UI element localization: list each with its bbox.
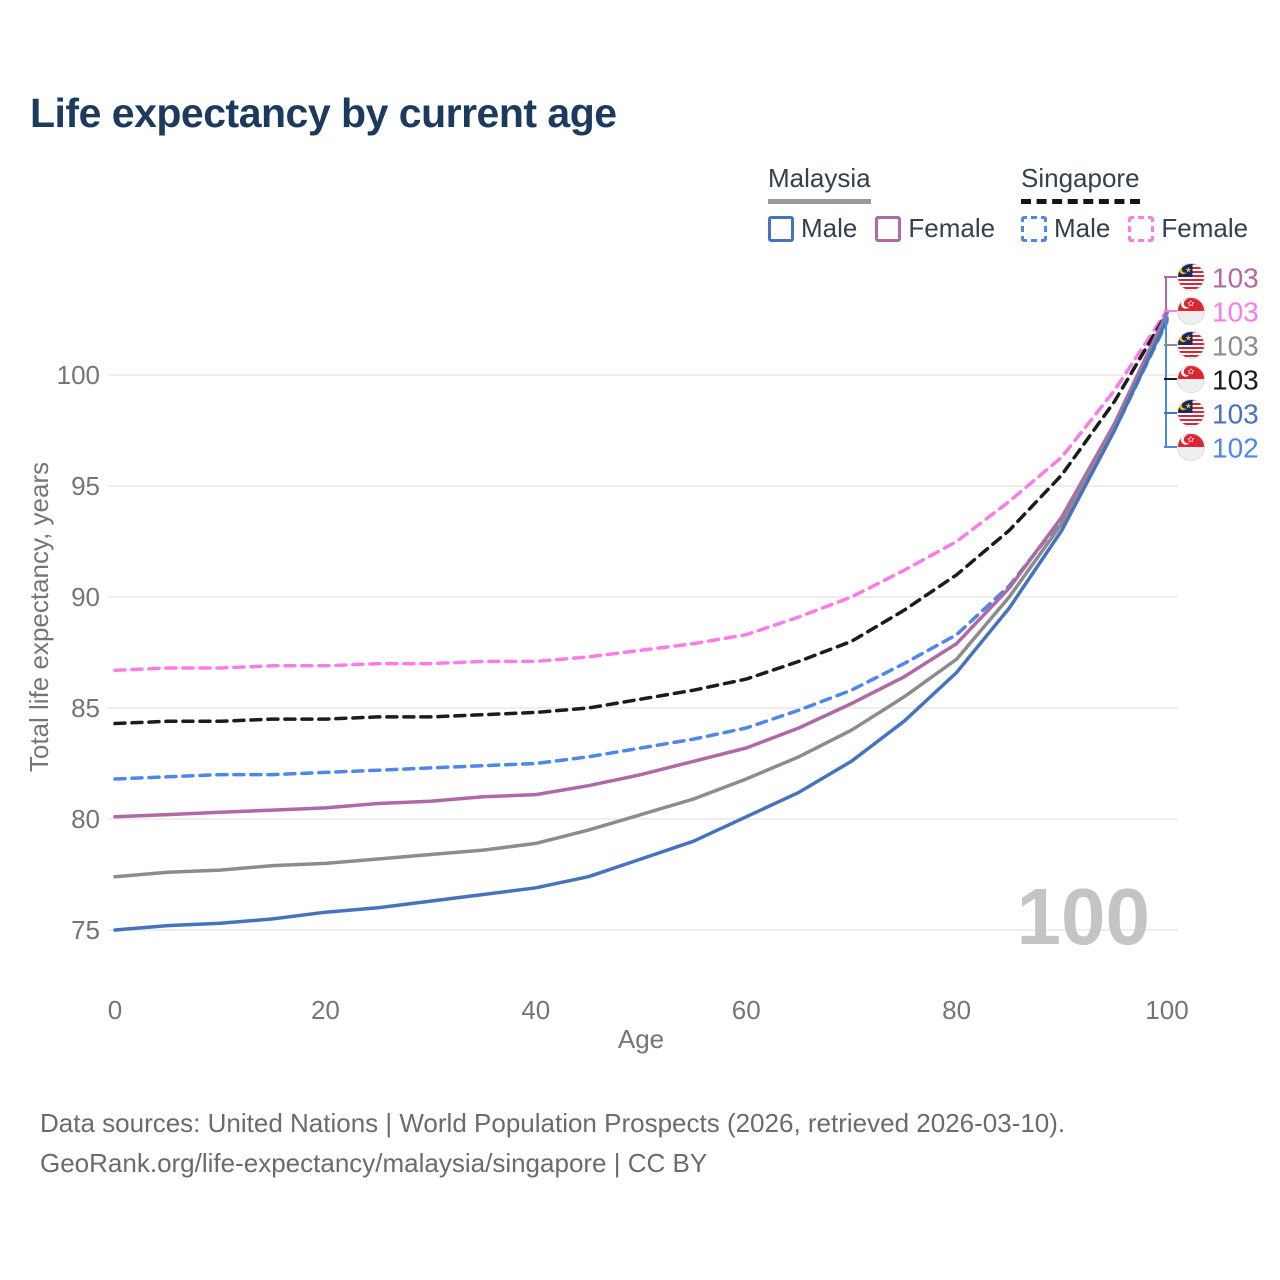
age-frame-watermark: 100 [1017, 872, 1150, 961]
end-value-malaysia-female: 103 [1212, 263, 1259, 294]
end-value-singapore-male: 102 [1212, 433, 1259, 464]
x-tick-100: 100 [1145, 995, 1188, 1025]
legend-item-singapore-female[interactable]: Female [1128, 213, 1248, 244]
x-tick-60: 60 [732, 995, 761, 1025]
series-singapore[interactable] [113, 311, 1169, 726]
singapore-flag-icon [1177, 433, 1205, 461]
y-tick-90: 90 [71, 582, 100, 612]
y-tick-75: 75 [71, 915, 100, 945]
x-tick-80: 80 [942, 995, 971, 1025]
gridlines [108, 374, 1178, 931]
singapore-male-swatch [1021, 215, 1047, 242]
axis-labels: 75 80 85 90 95 100 0 20 40 60 80 100 Age Total life e… [24, 360, 1189, 1054]
x-tick-20: 20 [311, 995, 340, 1025]
legend-header-singapore[interactable]: Singapore [1021, 163, 1140, 204]
page-title: Life expectancy by current age [30, 90, 617, 136]
y-tick-95: 95 [71, 471, 100, 501]
data-sources-note: Data sources: United Nations | World Pop… [40, 1108, 1066, 1138]
end-value-singapore-female: 103 [1212, 297, 1259, 328]
legend-label-singapore-female: Female [1161, 213, 1249, 243]
singapore-female-swatch [1128, 215, 1155, 242]
legend-header-malaysia[interactable]: Malaysia [768, 163, 871, 204]
malaysia-male-swatch [768, 215, 794, 242]
attribution-note: GeoRank.org/life-expectancy/malaysia/sin… [40, 1148, 708, 1178]
malaysia-female-swatch [875, 215, 902, 242]
legend-group-malaysia: Malaysia Male Female [768, 163, 995, 244]
singapore-flag-icon [1177, 297, 1205, 325]
legend-item-malaysia-female[interactable]: Female [875, 213, 995, 244]
legend-label-singapore-male: Male [1054, 213, 1111, 243]
y-tick-85: 85 [71, 693, 100, 723]
series-singapore-female[interactable] [113, 308, 1169, 673]
y-axis-title: Total life expectancy, years [24, 462, 54, 772]
end-value-singapore: 103 [1212, 365, 1259, 396]
legend-label-malaysia-male: Male [801, 213, 858, 243]
malaysia-flag-icon [1177, 399, 1205, 427]
legend-item-singapore-male[interactable]: Male [1021, 213, 1110, 244]
series-malaysia[interactable] [113, 315, 1169, 879]
watermark-age: 100 [1017, 872, 1150, 961]
legend-group-singapore: Singapore Male Female [1021, 163, 1248, 244]
series-malaysia-female[interactable] [113, 311, 1169, 819]
x-tick-40: 40 [521, 995, 550, 1025]
end-value-malaysia: 103 [1212, 331, 1259, 362]
legend-item-malaysia-male[interactable]: Male [768, 213, 857, 244]
x-axis-title: Age [618, 1024, 664, 1054]
series-malaysia-male[interactable] [113, 317, 1169, 932]
singapore-flag-icon [1177, 365, 1205, 393]
series-singapore-male[interactable] [113, 319, 1169, 781]
y-tick-100: 100 [57, 360, 100, 390]
data-series[interactable] [113, 308, 1169, 932]
x-tick-0: 0 [108, 995, 122, 1025]
end-value-malaysia-male: 103 [1212, 399, 1259, 430]
malaysia-flag-icon [1177, 263, 1205, 291]
malaysia-flag-icon [1177, 331, 1205, 359]
y-tick-80: 80 [71, 804, 100, 834]
legend-label-malaysia-female: Female [908, 213, 996, 243]
